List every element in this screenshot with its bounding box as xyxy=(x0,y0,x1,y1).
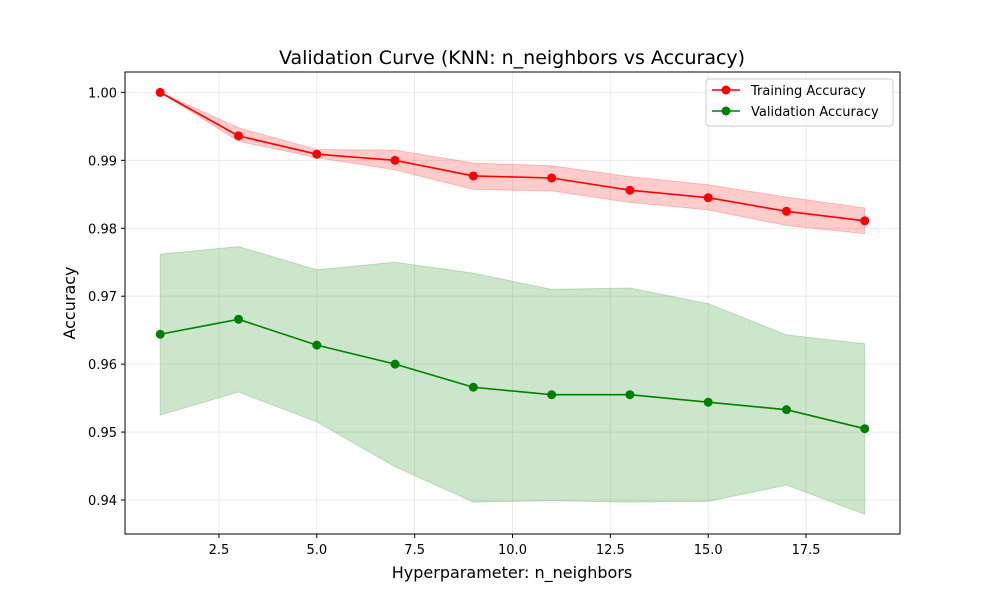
legend-marker-training xyxy=(721,85,731,95)
training-accuracy-point xyxy=(468,171,478,181)
y-tick-label: 0.98 xyxy=(88,222,117,237)
axis-ticks: 2.5 5.0 7.5 10.0 12.5 15.0 17.5 0.94 0.95 0.96 0.9… xyxy=(88,86,820,558)
confidence-bands xyxy=(159,91,866,516)
validation-accuracy-point xyxy=(155,329,165,339)
y-tick-label: 0.94 xyxy=(88,494,117,509)
x-tick-label: 5.0 xyxy=(306,543,327,558)
series-lines xyxy=(159,91,865,430)
x-tick-label: 12.5 xyxy=(596,543,625,558)
legend-label-validation: Validation Accuracy xyxy=(751,105,879,120)
training-accuracy-point xyxy=(312,149,322,159)
y-tick-label: 0.99 xyxy=(88,154,117,169)
validation-accuracy-band xyxy=(159,246,866,516)
validation-accuracy-point xyxy=(625,390,635,400)
training-accuracy-line xyxy=(159,91,865,222)
training-accuracy-point xyxy=(155,87,165,97)
validation-accuracy-point xyxy=(703,397,713,407)
y-tick-label: 1.00 xyxy=(88,86,117,101)
validation-accuracy-point xyxy=(547,390,557,400)
training-accuracy-point xyxy=(860,216,870,226)
training-accuracy-point xyxy=(781,206,791,216)
legend: Training Accuracy Validation Accuracy xyxy=(705,78,894,127)
y-tick-label: 0.95 xyxy=(88,426,117,441)
validation-accuracy-point xyxy=(234,314,244,324)
legend-marker-validation xyxy=(721,106,731,116)
validation-accuracy-line xyxy=(160,318,865,430)
legend-box xyxy=(705,78,894,127)
validation-accuracy-point xyxy=(390,359,400,369)
y-axis-title: Accuracy xyxy=(60,266,79,339)
y-tick-label: 0.96 xyxy=(88,358,117,373)
x-tick-label: 2.5 xyxy=(209,543,230,558)
training-accuracy-point xyxy=(703,193,713,203)
x-tick-label: 7.5 xyxy=(404,543,425,558)
x-axis-title: Hyperparameter: n_neighbors xyxy=(392,563,632,583)
validation-accuracy-point xyxy=(468,382,478,392)
validation-accuracy-point xyxy=(312,340,322,350)
x-tick-label: 17.5 xyxy=(792,543,821,558)
validation-accuracy-point xyxy=(781,405,791,415)
chart-title: Validation Curve (KNN: n_neighbors vs Ac… xyxy=(279,47,745,69)
training-accuracy-point xyxy=(234,131,244,141)
series-markers xyxy=(155,87,870,434)
training-accuracy-point xyxy=(390,155,400,165)
x-tick-label: 10.0 xyxy=(498,543,527,558)
y-tick-label: 0.97 xyxy=(88,290,117,305)
training-accuracy-point xyxy=(547,173,557,183)
grid xyxy=(125,72,900,534)
training-accuracy-point xyxy=(625,185,635,195)
x-tick-label: 15.0 xyxy=(694,543,723,558)
validation-accuracy-point xyxy=(860,424,870,434)
legend-label-training: Training Accuracy xyxy=(750,84,866,99)
